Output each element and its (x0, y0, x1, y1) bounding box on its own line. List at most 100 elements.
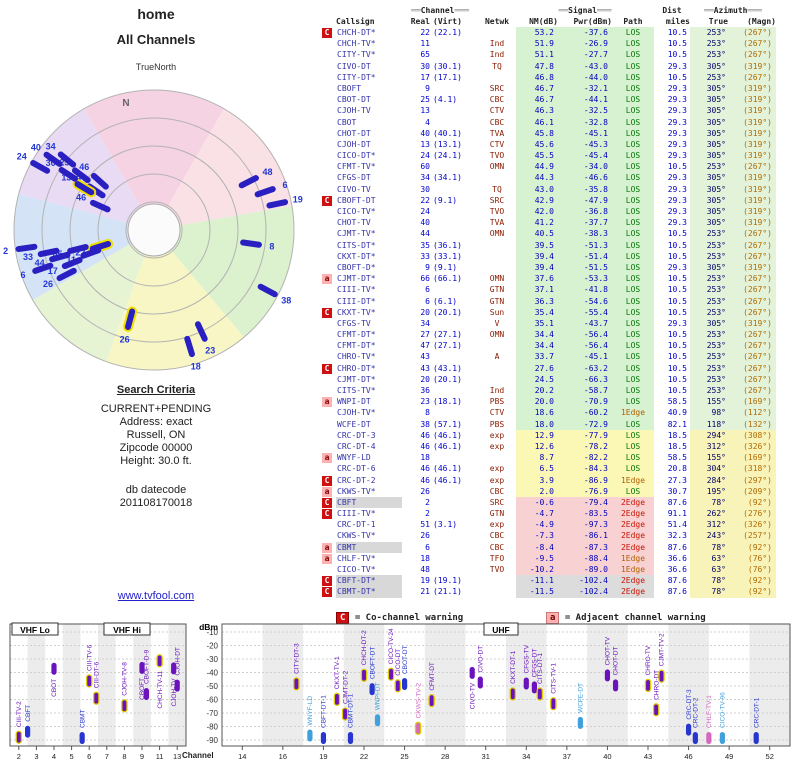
svg-text:CJMT-TV-2: CJMT-TV-2 (659, 633, 666, 666)
svg-text:CKXT-TV-1: CKXT-TV-1 (334, 656, 341, 689)
callsign-link[interactable]: CICO-TV* (337, 565, 376, 574)
power: -66.3 (558, 373, 612, 385)
callsign-link[interactable]: CICO-TV* (337, 207, 376, 216)
callsign-link[interactable]: CBOFT (337, 83, 362, 93)
callsign-link[interactable]: CHCH-TV* (337, 39, 376, 49)
callsign-link[interactable]: CKXT-DT* (337, 251, 376, 261)
signal-path: LOS (612, 317, 654, 330)
callsign-link[interactable]: WCFE-DT (337, 419, 371, 429)
callsign-link[interactable]: CJMT-DT* (337, 374, 376, 384)
warning-marker: C (322, 497, 336, 508)
callsign-link[interactable]: CRC-DT-3 (337, 430, 376, 440)
network (478, 72, 516, 83)
signal-path: LOS (612, 116, 654, 128)
noise-margin: 3.9 (516, 474, 558, 486)
svg-text:WNPI-DT: WNPI-DT (375, 682, 382, 710)
real-channel: 46 (420, 430, 430, 440)
callsign-link[interactable]: CRC-DT-1 (337, 520, 376, 530)
callsign-link[interactable]: CJMT-TV* (337, 229, 376, 239)
signal-path: LOS (612, 49, 654, 61)
power: -84.3 (558, 463, 612, 475)
virtual-channel (430, 206, 478, 217)
azimuth-magnetic: (319°) (728, 194, 776, 206)
power: -54.6 (558, 295, 612, 307)
azimuth-magnetic: (326°) (728, 519, 776, 531)
callsign-link[interactable]: CKXT-TV* (337, 307, 376, 317)
callsign-link[interactable]: CIVO-DT (337, 61, 371, 71)
callsign-link[interactable]: CBFT (336, 496, 402, 509)
svg-text:46: 46 (79, 162, 89, 172)
svg-text:CHLF-TV-1: CHLF-TV-1 (706, 695, 713, 728)
signal-path: 1Edge (612, 407, 654, 419)
svg-text:-40: -40 (206, 669, 218, 678)
callsign-link[interactable]: CHRO-DT* (337, 363, 376, 373)
callsign-link[interactable]: CIVO-TV (337, 184, 371, 194)
callsign-link[interactable]: CJOH-TV* (337, 408, 376, 418)
azimuth-magnetic: (319°) (728, 172, 776, 184)
svg-text:CBOT: CBOT (51, 679, 58, 697)
callsign-link[interactable]: CITY-DT* (337, 72, 376, 82)
real-channel: 26 (420, 531, 430, 541)
warning-marker (322, 206, 336, 217)
callsign-link[interactable]: CRC-DT-2 (337, 475, 376, 485)
callsign-link[interactable]: CJOH-TV (337, 106, 371, 116)
svg-text:CIVO-TV: CIVO-TV (469, 682, 476, 709)
azimuth-magnetic: (267°) (728, 161, 776, 173)
warning-marker (322, 351, 336, 362)
callsign-link[interactable]: CHCH-DT* (337, 28, 376, 37)
callsign-link[interactable]: CBMT (336, 541, 402, 553)
real-channel: 22 (420, 195, 430, 205)
callsign-link[interactable]: WNPI-DT (337, 397, 371, 407)
callsign-link[interactable]: CFMT-TV* (337, 162, 376, 172)
col-real: Real (410, 17, 430, 26)
callsign-link[interactable]: CKWS-TV* (337, 486, 376, 496)
callsign-link[interactable]: CHLF-TV* (337, 553, 376, 563)
callsign-link[interactable]: CFMT-DT* (337, 341, 376, 351)
callsign-link[interactable]: CBOT-DT (337, 95, 371, 105)
azimuth-true: 305° (690, 206, 728, 218)
callsign-link[interactable]: CFMT-DT* (337, 330, 376, 340)
callsign-link[interactable]: CITY-TV* (337, 50, 376, 60)
table-row: CKWS-TV* 26 CBC -7.3 -86.1 2Edge 32.3 243° (257°… (322, 530, 776, 542)
callsign-link[interactable]: CBOFT-DT (337, 195, 376, 205)
callsign-link[interactable]: CJMT-DT* (337, 274, 376, 284)
callsign-link[interactable]: CRC-DT-6 (337, 464, 376, 474)
real-channel: 46 (420, 441, 430, 451)
svg-text:7: 7 (105, 752, 109, 761)
real-channel: 24 (420, 207, 430, 216)
callsign-link[interactable]: CFGS-DT (337, 173, 371, 183)
callsign-link[interactable]: CICO-DT* (337, 151, 376, 161)
callsign-link[interactable]: CITS-TV* (337, 386, 376, 395)
callsign-link[interactable]: CHRO-TV* (337, 352, 376, 362)
power: -86.9 (558, 474, 612, 486)
signal-path: LOS (612, 329, 654, 341)
svg-text:18: 18 (191, 362, 201, 372)
callsign-link[interactable]: CJOH-DT (337, 139, 371, 149)
azimuth-magnetic: (267°) (728, 295, 776, 307)
callsign-link[interactable]: CBOFT-D* (337, 262, 376, 272)
callsign-link[interactable]: CIII-TV* (337, 509, 376, 519)
virtual-channel: (24.1) (433, 151, 462, 161)
callsign-link[interactable]: CITS-DT* (337, 240, 376, 250)
distance-miles: 10.5 (667, 341, 687, 351)
svg-text:23: 23 (205, 346, 215, 356)
tvfool-link[interactable]: www.tvfool.com (117, 590, 195, 602)
callsign-link[interactable]: CIII-DT* (337, 296, 376, 306)
callsign-link[interactable]: CHOT-DT (337, 128, 371, 138)
callsign-link[interactable]: CHOT-TV (337, 218, 371, 228)
callsign-link[interactable]: CIII-TV* (337, 285, 376, 295)
callsign-link[interactable]: CRC-DT-4 (337, 441, 376, 451)
power: -63.2 (558, 362, 612, 374)
callsign-link[interactable]: CKWS-TV* (337, 531, 376, 541)
callsign-link[interactable]: WNYF-LD (337, 453, 371, 463)
callsign-link[interactable]: CBMT-DT* (336, 586, 402, 598)
callsign-link[interactable]: CBOT (337, 117, 357, 127)
callsign-link[interactable]: CFGS-TV (337, 318, 371, 328)
azimuth-magnetic: (267°) (728, 27, 776, 39)
callsign-link[interactable]: CBFT-DT* (336, 575, 402, 587)
azimuth-true: 294° (690, 429, 728, 441)
azimuth-magnetic: (267°) (728, 49, 776, 61)
header-azimuth-group: Azimuth (690, 6, 776, 15)
home-link[interactable]: home (137, 6, 175, 22)
power: -45.1 (558, 351, 612, 363)
